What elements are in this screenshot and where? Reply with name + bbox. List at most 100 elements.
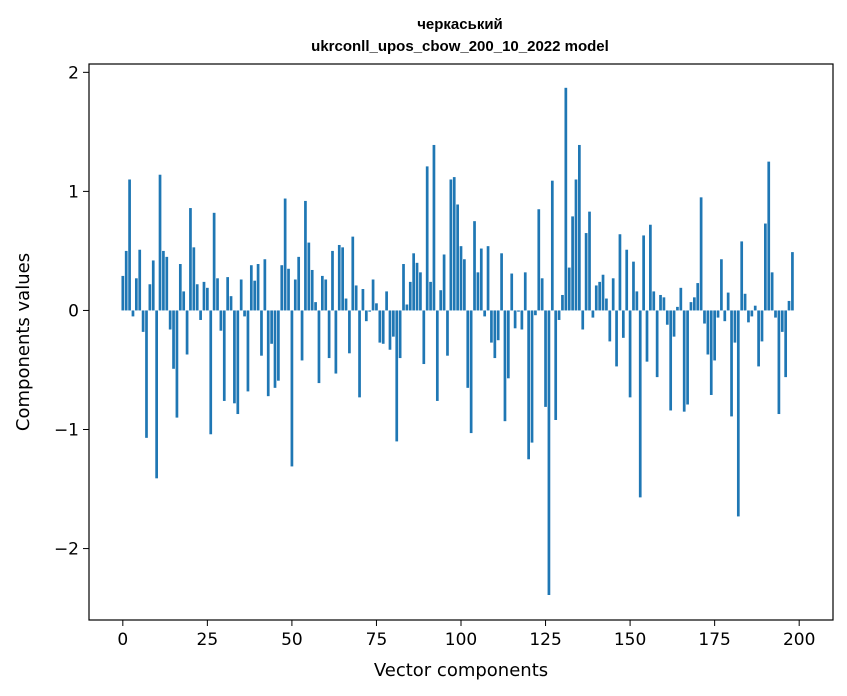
y-tick-label: −1 [54,421,79,441]
bar [381,310,385,344]
bar [185,310,189,355]
bar [145,310,148,438]
bar [415,262,419,311]
bar [496,310,500,341]
bar [151,260,155,311]
bar [791,252,794,311]
bar [392,310,395,337]
bar [239,279,243,311]
bar [581,310,585,330]
bar [635,291,639,311]
bar [358,310,361,398]
bar [483,310,487,317]
bar [216,278,219,311]
bar [249,265,253,311]
bar [405,304,409,311]
x-tick-label: 75 [366,630,388,650]
plot-area-frame [88,63,834,621]
bar [699,197,703,311]
bar [500,253,503,311]
bar [652,291,656,311]
bar [679,287,683,311]
bar-series [121,87,794,595]
bar [361,289,365,311]
bar [774,310,777,318]
bar [317,310,321,384]
bar [787,300,791,311]
bar [537,209,541,311]
bar [493,310,497,359]
bar [486,246,490,311]
bar [209,310,213,435]
bar [195,284,199,311]
bar [263,259,267,311]
bar [304,200,307,311]
bar [594,285,598,311]
bar [192,247,196,311]
bar [165,256,169,311]
bar [206,287,209,311]
bar [280,265,284,311]
bar [625,249,629,311]
bar [743,293,747,311]
bar [168,310,172,330]
bar [395,310,399,442]
x-tick-label: 200 [783,630,815,650]
bar [178,264,182,311]
bar [277,310,280,381]
bar [655,310,659,378]
bar [638,310,642,498]
bar [219,310,223,331]
bar [273,310,277,388]
bar [199,310,202,320]
bar [131,310,135,317]
bar [527,310,530,460]
bar [621,310,625,338]
bar [429,281,432,311]
bar [554,310,558,420]
bar [561,294,564,311]
bar [310,269,314,311]
bar [682,310,686,412]
bar [351,236,355,311]
bar [547,310,551,595]
bar [716,310,720,318]
bar [442,254,446,311]
bar [287,268,290,311]
bar [233,310,236,404]
bar [540,278,544,311]
y-tick-label: 2 [68,63,79,83]
bar [760,310,764,342]
y-axis-label: Components values [13,253,34,431]
bar [574,179,578,311]
bar [419,272,422,311]
bar [513,310,517,329]
bar [584,233,588,311]
bar [378,310,382,343]
bar [222,310,226,401]
bar [134,278,138,311]
bar [780,310,784,332]
bar [676,306,679,311]
bar [341,247,344,311]
bar [709,310,713,395]
bar [642,235,645,311]
bar [750,310,754,317]
bar [202,281,206,311]
bar [256,264,260,311]
bar [456,204,459,311]
bar [141,310,145,332]
bar [740,241,744,311]
bar [490,310,493,343]
bar [726,292,730,311]
bar [510,273,514,311]
bar [402,264,405,311]
bar [736,310,740,517]
bar [422,310,426,365]
bar [479,248,483,311]
bar [158,174,162,311]
bar [567,267,571,311]
bar [432,144,436,311]
bar [229,296,233,311]
bar [523,272,527,311]
